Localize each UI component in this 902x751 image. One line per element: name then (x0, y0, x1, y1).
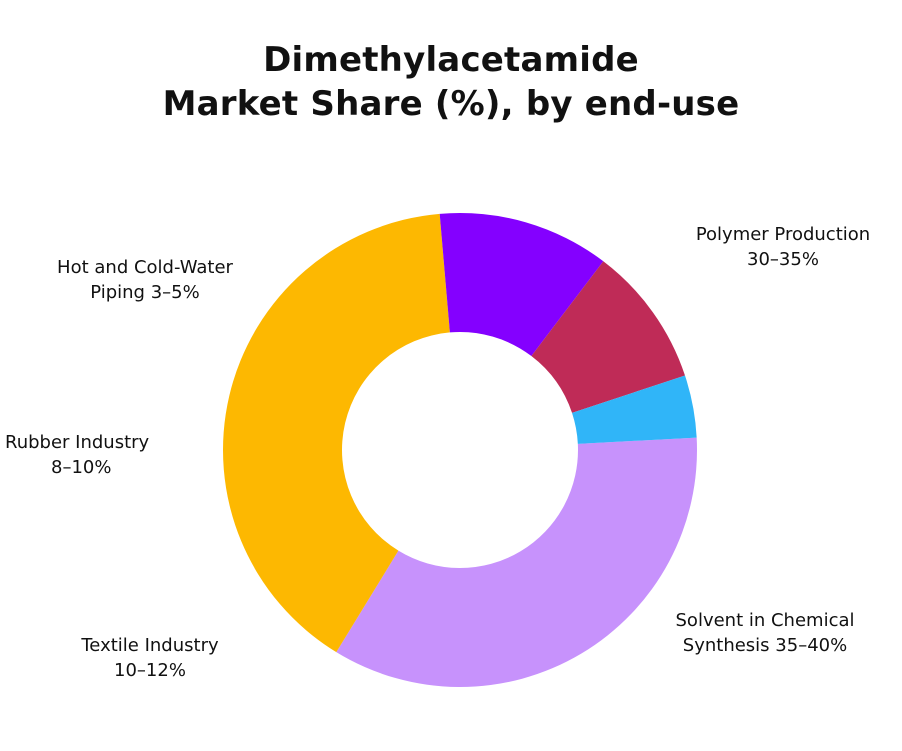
slice-solvent-chemical-synthesis (223, 213, 450, 653)
slice-label-solvent-line-2: Synthesis 35–40% (682, 635, 848, 656)
chart-title-line-1: Dimethylacetamide (263, 40, 639, 80)
slice-label-polymer-production: Polymer Production 30–35% (683, 222, 883, 272)
slice-label-rubber-line-1: Rubber Industry (5, 432, 150, 453)
slice-label-polymer-production-line-1: Polymer Production (695, 224, 871, 245)
slice-textile-industry (439, 212, 604, 357)
slice-label-rubber-industry: Rubber Industry 8–10% (5, 430, 170, 480)
slice-label-piping-line-1: Hot and Cold-Water (57, 257, 233, 278)
slice-label-polymer-production-line-2: 30–35% (747, 249, 819, 270)
chart-title-line-2: Market Share (%), by end-use (162, 84, 740, 124)
slice-rubber-industry (531, 261, 685, 413)
slice-label-solvent-chemical-synthesis: Solvent in Chemical Synthesis 35–40% (660, 608, 870, 658)
slice-label-textile-line-2: 10–12% (114, 660, 186, 681)
slice-polymer-production (336, 437, 697, 687)
slice-label-hot-cold-water-piping: Hot and Cold-Water Piping 3–5% (40, 255, 250, 305)
slice-label-piping-line-2: Piping 3–5% (90, 282, 200, 303)
slice-hot-cold-water-piping (572, 375, 697, 444)
slice-label-solvent-line-1: Solvent in Chemical (675, 610, 855, 631)
slice-label-textile-line-1: Textile Industry (81, 635, 219, 656)
slice-label-rubber-line-2: 8–10% (51, 457, 112, 478)
chart-title: Dimethylacetamide Market Share (%), by e… (0, 38, 902, 126)
slice-label-textile-industry: Textile Industry 10–12% (60, 633, 240, 683)
